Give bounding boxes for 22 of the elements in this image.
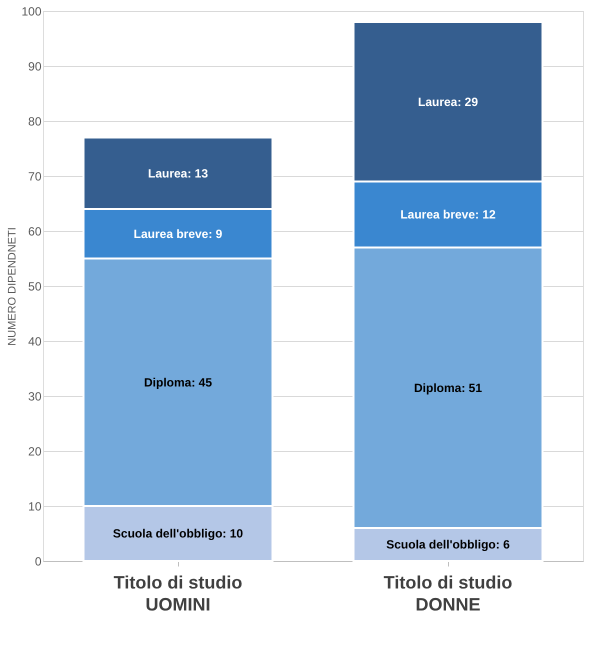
y-tick-label: 100: [21, 4, 42, 18]
data-label: Laurea breve: 9: [134, 226, 223, 241]
y-tick-label: 10: [28, 500, 42, 514]
y-tick-label: 30: [28, 390, 42, 404]
y-axis-title: NUMERO DIPENDNETI: [6, 227, 18, 346]
data-label: Diploma: 45: [144, 375, 212, 390]
y-tick-label: 70: [28, 170, 42, 184]
y-tick-label: 40: [28, 334, 42, 348]
data-label: Laurea: 29: [418, 94, 478, 109]
data-label: Laurea breve: 12: [400, 208, 496, 222]
y-tick-label: 0: [34, 554, 42, 568]
y-tick-label: 60: [28, 224, 42, 238]
data-label: Laurea: 13: [148, 166, 208, 180]
y-tick-label: 50: [28, 280, 42, 294]
data-label: Diploma: 51: [414, 380, 482, 395]
y-tick-label: 20: [28, 444, 42, 458]
data-label: Scuola dell'obbligo: 10: [112, 526, 244, 540]
x-tick-label: Titolo di studio DONNE: [384, 572, 512, 614]
y-tick-label: 80: [28, 114, 42, 128]
data-label: Scuola dell'obbligo: 6: [386, 538, 510, 552]
x-tick-label: Titolo di studio UOMINI: [114, 572, 242, 614]
y-tick-label: 90: [28, 60, 42, 74]
